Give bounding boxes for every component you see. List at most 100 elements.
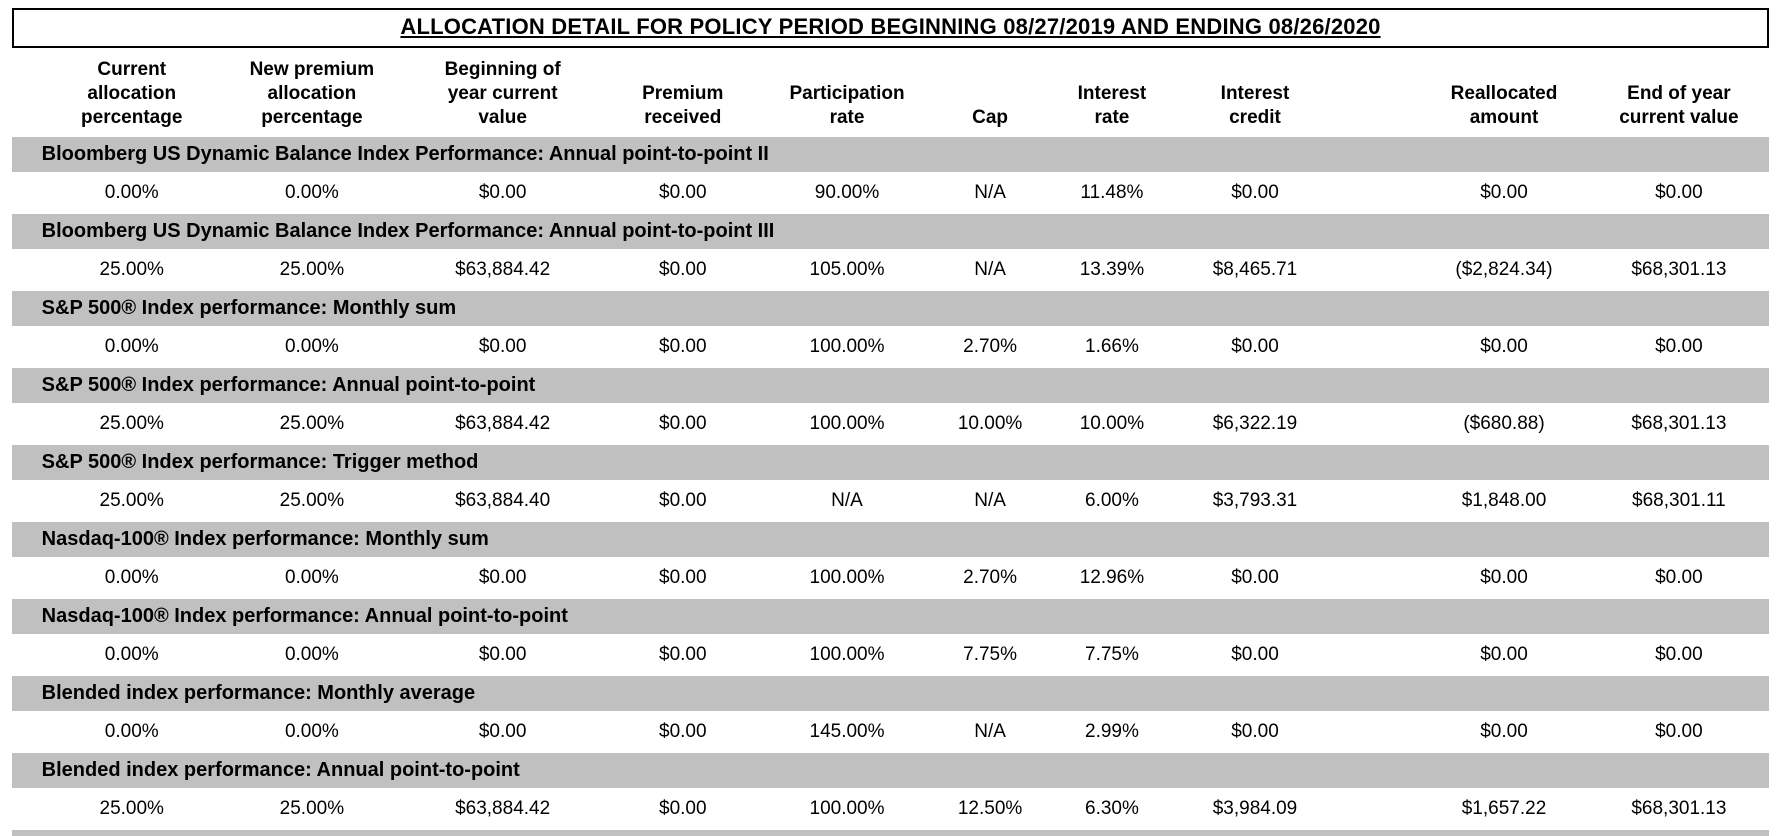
gap-cell: [1334, 788, 1419, 830]
cell-end-of-year-current-value: $68,301.13: [1589, 788, 1769, 830]
allocation-group-label: Blended index performance: Monthly avera…: [42, 676, 1769, 711]
indent-cell: [12, 676, 42, 711]
cell-beginning-of-year-current-value: $0.00: [402, 172, 603, 214]
cell-new-premium-allocation-percentage: 0.00%: [222, 634, 402, 676]
cell-interest-rate: 12.96%: [1048, 557, 1175, 599]
cell-reallocated-amount: $1,657.22: [1419, 788, 1589, 830]
cell-interest-rate: 11.48%: [1048, 172, 1175, 214]
allocation-group-label: S&P 500® Index performance: Monthly sum: [42, 291, 1769, 326]
cell-new-premium-allocation-percentage: 0.00%: [222, 557, 402, 599]
cell-premium-received: $0.00: [603, 172, 762, 214]
col-indent: [12, 54, 42, 137]
cell-reallocated-amount: $0.00: [1419, 711, 1589, 753]
indent-cell: [12, 291, 42, 326]
gap-cell: [1334, 711, 1419, 753]
cell-end-of-year-current-value: $0.00: [1589, 172, 1769, 214]
indent-cell: [12, 480, 42, 522]
cell-end-of-year-current-value: $68,301.11: [1589, 480, 1769, 522]
indent-cell: [12, 172, 42, 214]
cell-current-allocation-percentage: 25.00%: [42, 249, 222, 291]
cell-reallocated-amount: ($680.88): [1419, 403, 1589, 445]
indent-cell: [12, 599, 42, 634]
indent-cell: [12, 753, 42, 788]
cell-new-premium-allocation-percentage: 0.00%: [222, 172, 402, 214]
allocation-group-header: S&P 500® Index performance: Trigger meth…: [12, 445, 1769, 480]
allocation-group-label: S&P 500® Index performance: Trigger meth…: [42, 445, 1769, 480]
cell-end-of-year-current-value: $0.00: [1589, 557, 1769, 599]
gap-cell: [1334, 172, 1419, 214]
cell-reallocated-amount: ($2,824.34): [1419, 249, 1589, 291]
cell-interest-credit: $3,793.31: [1176, 480, 1335, 522]
cell-beginning-of-year-current-value: $0.00: [402, 634, 603, 676]
indent-cell: [12, 522, 42, 557]
cell-cap: N/A: [932, 480, 1049, 522]
cell-end-of-year-current-value: $68,301.13: [1589, 403, 1769, 445]
cell-end-of-year-current-value: $0.00: [1589, 711, 1769, 753]
allocation-data-row: 25.00%25.00%$63,884.40$0.00N/AN/A6.00%$3…: [12, 480, 1769, 522]
allocation-data-row: 0.00%0.00%$0.00$0.00100.00%2.70%1.66%$0.…: [12, 326, 1769, 368]
allocation-data-row: 25.00%25.00%$63,884.42$0.00100.00%10.00%…: [12, 403, 1769, 445]
indent-cell: [12, 634, 42, 676]
allocation-group-label: Blended index performance: Annual point-…: [42, 753, 1769, 788]
cell-cap: N/A: [932, 172, 1049, 214]
allocation-group-label: Bloomberg US Dynamic Balance Index Perfo…: [42, 137, 1769, 172]
cell-premium-received: $0.00: [603, 249, 762, 291]
cell-premium-received: $0.00: [603, 634, 762, 676]
allocation-group-header: Blended index performance: Annual point-…: [12, 753, 1769, 788]
cell-current-allocation-percentage: 0.00%: [42, 172, 222, 214]
cell-current-allocation-percentage: 25.00%: [42, 403, 222, 445]
allocation-data-row: 25.00%25.00%$63,884.42$0.00100.00%12.50%…: [12, 788, 1769, 830]
gap-cell: [1334, 326, 1419, 368]
cell-interest-rate: 1.66%: [1048, 326, 1175, 368]
table-body: Bloomberg US Dynamic Balance Index Perfo…: [12, 137, 1769, 836]
cell-premium-received: $0.00: [603, 403, 762, 445]
cell-reallocated-amount: $1,848.00: [1419, 480, 1589, 522]
allocation-group-header: S&P 500® Index performance: Monthly sum: [12, 291, 1769, 326]
cell-reallocated-amount: $0.00: [1419, 172, 1589, 214]
cell-cap: N/A: [932, 711, 1049, 753]
cell-new-premium-allocation-percentage: 25.00%: [222, 788, 402, 830]
cell-beginning-of-year-current-value: $63,884.42: [402, 249, 603, 291]
gap-cell: [1334, 634, 1419, 676]
col-gap: [1334, 54, 1419, 137]
cell-participation-rate: 100.00%: [762, 403, 932, 445]
trailing-divider: [12, 830, 1769, 836]
col-interest-rate: Interest rate: [1048, 54, 1175, 137]
allocation-data-row: 0.00%0.00%$0.00$0.00100.00%2.70%12.96%$0…: [12, 557, 1769, 599]
col-beginning-of-year-current-value: Beginning of year current value: [402, 54, 603, 137]
cell-cap: 2.70%: [932, 557, 1049, 599]
indent-cell: [12, 368, 42, 403]
cell-participation-rate: 100.00%: [762, 326, 932, 368]
cell-premium-received: $0.00: [603, 326, 762, 368]
allocation-data-row: 0.00%0.00%$0.00$0.00100.00%7.75%7.75%$0.…: [12, 634, 1769, 676]
cell-current-allocation-percentage: 25.00%: [42, 788, 222, 830]
cell-participation-rate: 100.00%: [762, 634, 932, 676]
cell-premium-received: $0.00: [603, 788, 762, 830]
cell-end-of-year-current-value: $0.00: [1589, 634, 1769, 676]
cell-reallocated-amount: $0.00: [1419, 326, 1589, 368]
cell-beginning-of-year-current-value: $0.00: [402, 326, 603, 368]
indent-cell: [12, 557, 42, 599]
cell-participation-rate: 100.00%: [762, 788, 932, 830]
cell-beginning-of-year-current-value: $0.00: [402, 557, 603, 599]
allocation-group-header: Nasdaq-100® Index performance: Monthly s…: [12, 522, 1769, 557]
cell-new-premium-allocation-percentage: 0.00%: [222, 711, 402, 753]
cell-cap: 10.00%: [932, 403, 1049, 445]
cell-new-premium-allocation-percentage: 0.00%: [222, 326, 402, 368]
allocation-data-row: 0.00%0.00%$0.00$0.0090.00%N/A11.48%$0.00…: [12, 172, 1769, 214]
cell-end-of-year-current-value: $0.00: [1589, 326, 1769, 368]
cell-end-of-year-current-value: $68,301.13: [1589, 249, 1769, 291]
col-reallocated-amount: Reallocated amount: [1419, 54, 1589, 137]
cell-interest-credit: $0.00: [1176, 557, 1335, 599]
allocation-group-label: Nasdaq-100® Index performance: Annual po…: [42, 599, 1769, 634]
cell-new-premium-allocation-percentage: 25.00%: [222, 403, 402, 445]
col-current-allocation-percentage: Current allocation percentage: [42, 54, 222, 137]
cell-interest-credit: $6,322.19: [1176, 403, 1335, 445]
cell-beginning-of-year-current-value: $63,884.42: [402, 403, 603, 445]
indent-cell: [12, 445, 42, 480]
indent-cell: [12, 214, 42, 249]
cell-interest-credit: $8,465.71: [1176, 249, 1335, 291]
page-title: ALLOCATION DETAIL FOR POLICY PERIOD BEGI…: [12, 8, 1769, 48]
cell-reallocated-amount: $0.00: [1419, 634, 1589, 676]
cell-participation-rate: 100.00%: [762, 557, 932, 599]
